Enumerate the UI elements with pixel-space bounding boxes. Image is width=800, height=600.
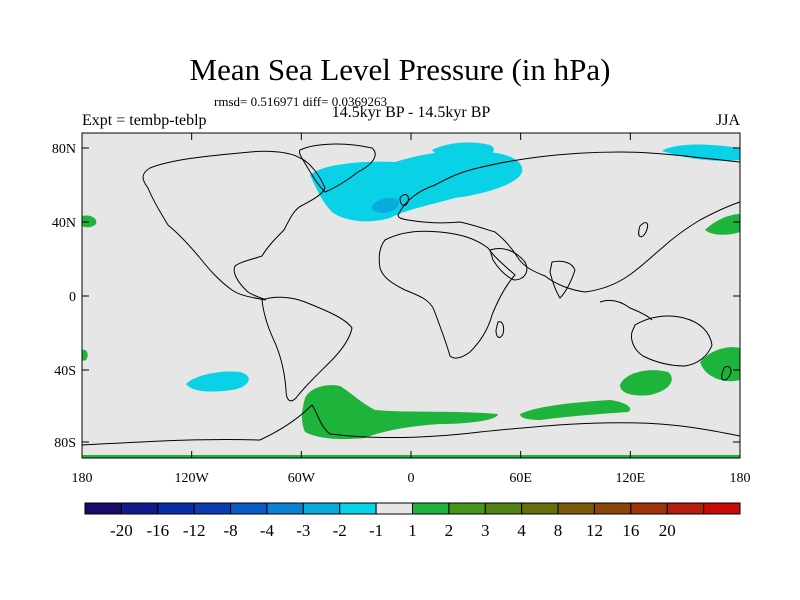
season-label: JJA [715, 112, 740, 129]
colorbar-label: 1 [408, 521, 417, 540]
colorbar-swatch [193, 502, 232, 515]
colorbar-swatch [666, 502, 705, 515]
colorbar-swatch [593, 502, 632, 515]
x-tick-label: 120W [175, 471, 210, 486]
y-tick-label: 40N [52, 216, 76, 231]
colorbar-label: 4 [517, 521, 526, 540]
x-tick-label: 180 [72, 471, 93, 486]
colorbar-label: 8 [554, 521, 563, 540]
colorbar-label: -3 [296, 521, 310, 540]
south-america-coast [261, 296, 353, 402]
y-tick-label: 80N [52, 142, 76, 157]
colorbar-swatch [630, 502, 668, 515]
colorbar-label: -4 [260, 521, 275, 540]
longitude-axis: 180 120W 60W 0 60E 120E 180 [72, 133, 751, 486]
india-coast [549, 260, 576, 299]
y-tick-label: 40S [54, 364, 76, 379]
southern-ocean-high [301, 385, 498, 440]
colorbar-swatch [484, 502, 523, 515]
x-tick-label: 0 [408, 471, 415, 486]
australia-coast [631, 315, 713, 367]
colorbar-swatch [448, 502, 486, 515]
coastlines [81, 143, 741, 446]
north-atlantic-core [371, 197, 400, 213]
southern-pacific-low [186, 371, 249, 392]
colorbar: -20 -16 -12 -8 -4 -3 -2 -1 1 2 3 4 8 12 16 20 [84, 502, 741, 540]
colorbar-label: -16 [146, 521, 169, 540]
colorbar-swatch [557, 502, 595, 515]
colorbar-swatch [157, 502, 195, 515]
colorbar-swatch [266, 502, 304, 515]
latitude-axis: 80N 40N 0 40S 80S [52, 142, 740, 451]
south-pacific-west-high [82, 349, 88, 361]
greenland-sea-low [432, 142, 494, 160]
indonesia-coast [599, 299, 653, 321]
colorbar-swatch [230, 502, 268, 515]
madagascar-coast [495, 321, 505, 338]
indian-ocean-high [520, 400, 631, 420]
colorbar-label: 20 [659, 521, 676, 540]
x-tick-label: 180 [730, 471, 751, 486]
greenland-coast [299, 143, 376, 193]
x-tick-label: 60E [509, 471, 532, 486]
y-tick-label: 80S [54, 436, 76, 451]
colorbar-swatch [84, 502, 122, 515]
arabia-coast [489, 248, 528, 281]
colorbar-label: 2 [445, 521, 454, 540]
north-pacific-west-high [82, 215, 97, 228]
stats-readout: rmsd= 0.516971 diff= 0.0369263 [214, 94, 387, 109]
colorbar-swatch [521, 502, 559, 515]
colorbar-label: -8 [223, 521, 237, 540]
north-pacific-high [705, 214, 740, 235]
north-america-coast [142, 150, 326, 301]
colorbar-swatch [302, 502, 341, 515]
period-subtitle: 14.5kyr BP - 14.5kyr BP [331, 104, 491, 121]
colorbar-swatch [703, 502, 741, 515]
colorbar-label: -1 [369, 521, 383, 540]
x-tick-label: 120E [616, 471, 646, 486]
arctic-pacific-low [662, 144, 740, 161]
uk-coast [399, 194, 409, 206]
experiment-label: Expt = tembp-teblp [82, 112, 207, 129]
japan-coast [638, 222, 649, 238]
africa-coast [378, 230, 516, 359]
colorbar-label: 3 [481, 521, 490, 540]
x-tick-label: 60W [288, 471, 316, 486]
antarctica-coast [81, 404, 741, 446]
colorbar-label: -2 [333, 521, 347, 540]
new-zealand-coast [721, 365, 732, 381]
y-tick-label: 0 [69, 290, 76, 305]
map-title: Mean Sea Level Pressure (in hPa) [189, 52, 611, 87]
colorbar-label: 16 [622, 521, 639, 540]
eurasia-coast [397, 151, 741, 293]
colorbar-swatch [412, 502, 450, 515]
colorbar-label: -12 [183, 521, 206, 540]
colorbar-label: -20 [110, 521, 133, 540]
tasman-high [700, 347, 740, 382]
australia-southwest-high [620, 370, 672, 396]
colorbar-swatch [339, 502, 377, 515]
colorbar-label: 12 [586, 521, 603, 540]
colorbar-swatch [375, 502, 414, 515]
colorbar-swatch [120, 502, 159, 515]
